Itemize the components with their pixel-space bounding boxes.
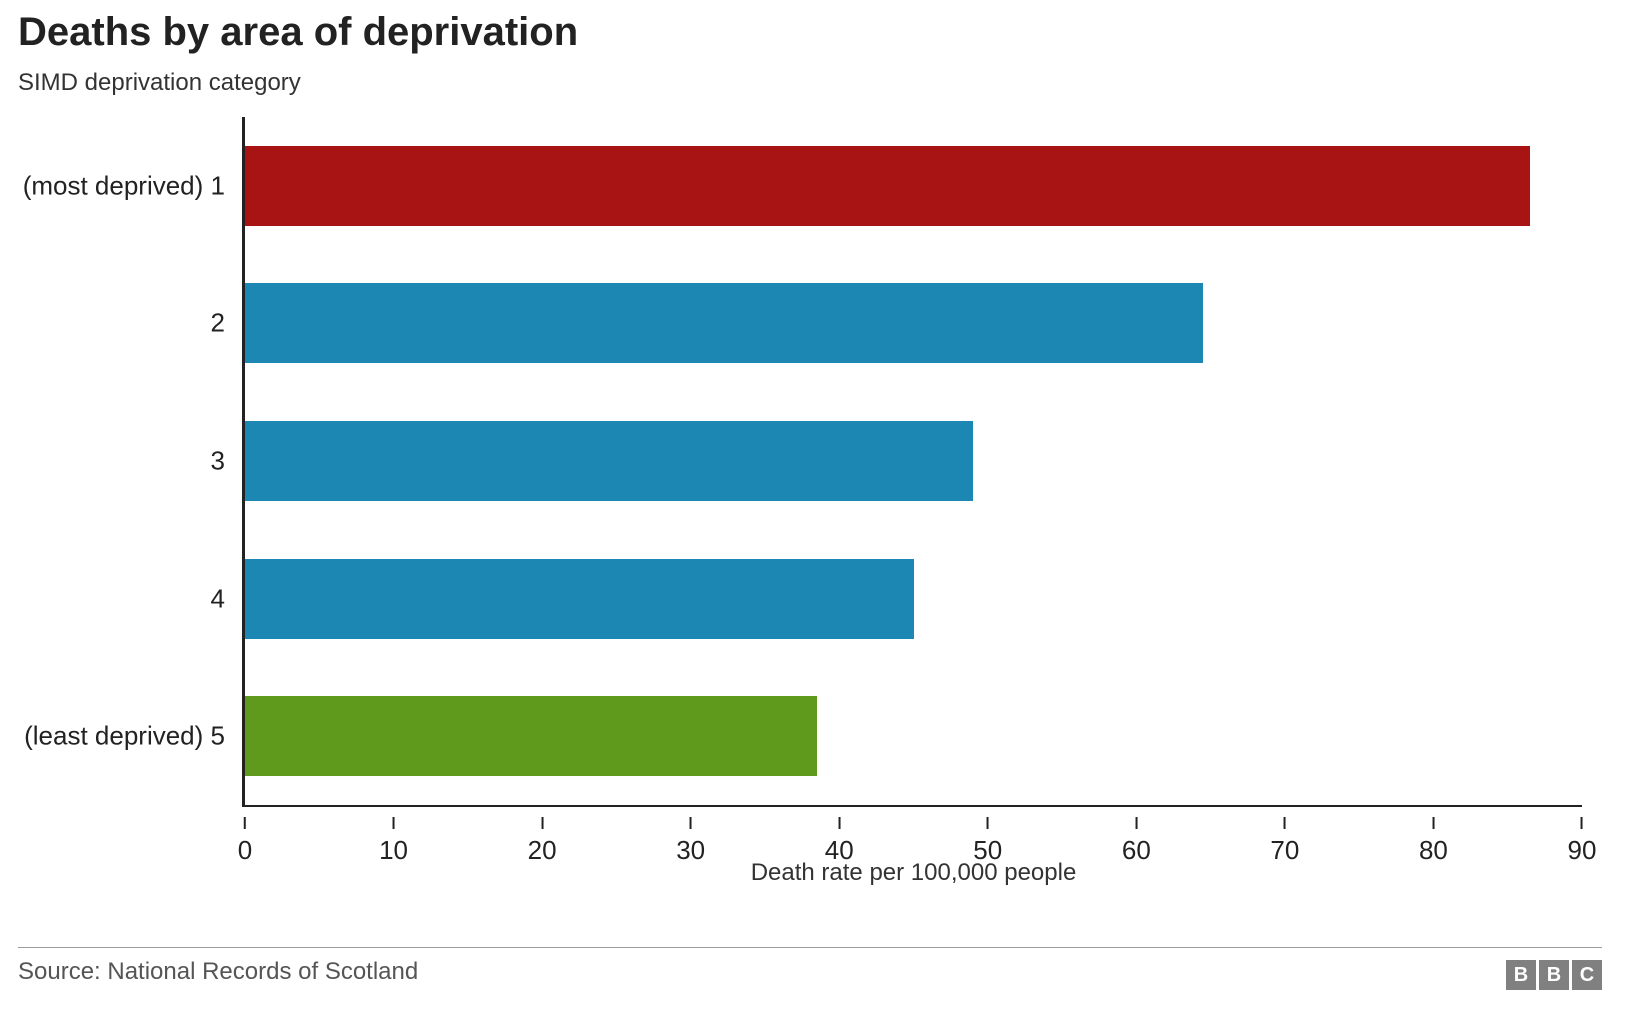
bar-row: (least deprived) 5 — [245, 696, 1582, 776]
category-label: 2 — [211, 308, 225, 339]
bar — [245, 283, 1203, 363]
chart-subtitle: SIMD deprivation category — [18, 69, 1602, 97]
category-label: (most deprived) 1 — [23, 170, 225, 201]
category-label: (least deprived) 5 — [24, 721, 225, 752]
bbc-logo-block: B — [1539, 960, 1569, 990]
chart-container: Deaths by area of deprivation SIMD depri… — [0, 0, 1632, 1012]
category-label: 4 — [211, 583, 225, 614]
tick-mark — [690, 817, 692, 829]
bar — [245, 146, 1530, 226]
footer-rule — [18, 947, 1602, 948]
bbc-logo: BBC — [1506, 960, 1602, 990]
bar-row: (most deprived) 1 — [245, 146, 1582, 226]
bar-row: 2 — [245, 283, 1582, 363]
tick-mark — [838, 817, 840, 829]
tick-mark — [1284, 817, 1286, 829]
tick-mark — [1135, 817, 1137, 829]
chart-title: Deaths by area of deprivation — [18, 10, 1602, 55]
chart-area: (most deprived) 1234(least deprived) 5 0… — [18, 117, 1602, 897]
bar — [245, 696, 817, 776]
x-axis — [242, 805, 1582, 807]
bbc-logo-block: B — [1506, 960, 1536, 990]
tick-mark — [244, 817, 246, 829]
tick-mark — [1432, 817, 1434, 829]
source-text: Source: National Records of Scotland — [18, 958, 418, 986]
tick-mark — [987, 817, 989, 829]
tick-mark — [541, 817, 543, 829]
bar — [245, 559, 914, 639]
category-label: 3 — [211, 445, 225, 476]
bar-row: 4 — [245, 559, 1582, 639]
bar-row: 3 — [245, 421, 1582, 501]
tick-mark — [1581, 817, 1583, 829]
tick-mark — [393, 817, 395, 829]
bbc-logo-block: C — [1572, 960, 1602, 990]
bars-group: (most deprived) 1 2 3 4 (least deprived) 5 — [245, 117, 1582, 805]
plot-area: (most deprived) 1234(least deprived) 5 0… — [242, 117, 1582, 807]
bar — [245, 421, 973, 501]
x-axis-label: Death rate per 100,000 people — [245, 859, 1582, 887]
